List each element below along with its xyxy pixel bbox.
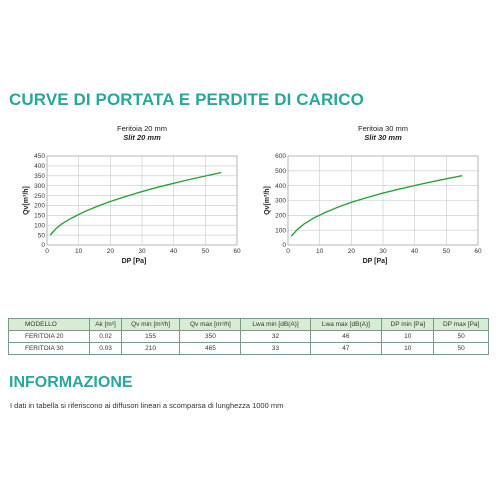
x-tick-label: 40 — [411, 248, 419, 255]
x-tick-label: 50 — [443, 248, 451, 255]
x-tick-label: 30 — [138, 248, 146, 255]
col-header: Qv max [m³/h] — [179, 318, 242, 331]
col-header: DP min [Pa] — [381, 318, 435, 331]
series-line — [290, 175, 463, 237]
y-tick-label: 350 — [34, 173, 45, 180]
x-tick-label: 20 — [107, 248, 115, 255]
x-tick-label: 20 — [348, 248, 356, 255]
table-cell: 465 — [179, 342, 242, 355]
table-cell: 50 — [433, 342, 489, 355]
y-tick-label: 300 — [275, 198, 286, 205]
y-tick-label: 150 — [34, 213, 45, 220]
col-header: MODELLO — [7, 318, 91, 331]
x-tick-label: 30 — [379, 248, 387, 255]
x-tick-label: 10 — [75, 248, 83, 255]
table-cell: 350 — [179, 330, 242, 343]
y-tick-label: 600 — [275, 153, 286, 160]
x-tick-label: 60 — [233, 248, 241, 255]
series-line — [49, 171, 222, 236]
table-row: FERITOIA 30 0.03 210 465 33 47 10 50 — [7, 342, 489, 355]
y-tick-label: 200 — [34, 203, 45, 210]
chart-title: Feritoia 30 mm — [358, 124, 408, 133]
y-tick-label: 200 — [275, 213, 286, 220]
chart-subtitle: Slit 20 mm — [123, 133, 161, 142]
col-header: Lwa max [dB(A)] — [309, 318, 383, 331]
table-header-row: MODELLO Ak [m²] Qv min [m³/h] Qv max [m³… — [7, 318, 489, 331]
y-tick-label: 300 — [34, 183, 45, 190]
table-cell: 33 — [240, 342, 311, 355]
y-tick-label: 0 — [282, 242, 286, 249]
table-cell: 32 — [240, 330, 311, 343]
y-tick-label: 250 — [34, 193, 45, 200]
table-cell: 50 — [433, 330, 489, 343]
x-tick-label: 0 — [45, 248, 49, 255]
col-header: Qv min [m³/h] — [120, 318, 181, 331]
table-cell: 10 — [381, 342, 435, 355]
chart-feritoia-20: Feritoia 20 mm Slit 20 mm 0 10 20 30 40 50 60 0 50… — [0, 118, 250, 278]
plot-frame — [287, 155, 479, 246]
x-tick-label: 10 — [316, 248, 324, 255]
table-cell: FERITOIA 20 — [7, 330, 91, 343]
x-axis-label: DP [Pa] — [363, 258, 388, 265]
y-tick-label: 500 — [275, 168, 286, 175]
table-cell: 47 — [309, 342, 383, 355]
x-axis-label: DP [Pa] — [122, 258, 147, 265]
section-title-curves: CURVE DI PORTATA E PERDITE DI CARICO — [9, 90, 364, 109]
table-cell: 0.03 — [89, 342, 122, 355]
x-tick-label: 60 — [474, 248, 482, 255]
x-tick-label: 40 — [170, 248, 178, 255]
table-cell: 0.02 — [89, 330, 122, 343]
col-header: DP max [Pa] — [433, 318, 489, 331]
table-cell: FERITOIA 30 — [7, 342, 91, 355]
table-row: FERITOIA 20 0.02 155 350 32 46 10 50 — [7, 330, 489, 343]
chart-subtitle: Slit 30 mm — [364, 133, 402, 142]
table-cell: 46 — [309, 330, 383, 343]
y-axis-label: Qv[m³/h] — [264, 186, 271, 215]
y-tick-label: 450 — [34, 153, 45, 160]
table-cell: 10 — [381, 330, 435, 343]
section-title-info: INFORMAZIONE — [9, 374, 133, 391]
table-cell: 210 — [120, 342, 181, 355]
table-cell: 155 — [120, 330, 181, 343]
x-tick-label: 0 — [286, 248, 290, 255]
chart-feritoia-30: Feritoia 30 mm Slit 30 mm 0 10 20 30 40 50 60 0 10… — [250, 118, 500, 278]
y-tick-label: 100 — [275, 227, 286, 234]
y-axis-label: Qv[m³/h] — [23, 186, 30, 215]
y-tick-label: 100 — [34, 222, 45, 229]
y-tick-label: 400 — [275, 183, 286, 190]
y-tick-label: 0 — [41, 242, 45, 249]
specs-table: MODELLO Ak [m²] Qv min [m³/h] Qv max [m³… — [7, 318, 489, 355]
info-note: I dati in tabella si riferiscono ai diff… — [10, 401, 284, 410]
plot-frame — [46, 155, 238, 246]
chart-title: Feritoia 20 mm — [117, 124, 167, 133]
col-header: Ak [m²] — [89, 318, 122, 331]
y-tick-label: 50 — [38, 232, 46, 239]
x-tick-label: 50 — [202, 248, 210, 255]
y-tick-label: 400 — [34, 163, 45, 170]
col-header: Lwa min [dB(A)] — [240, 318, 311, 331]
